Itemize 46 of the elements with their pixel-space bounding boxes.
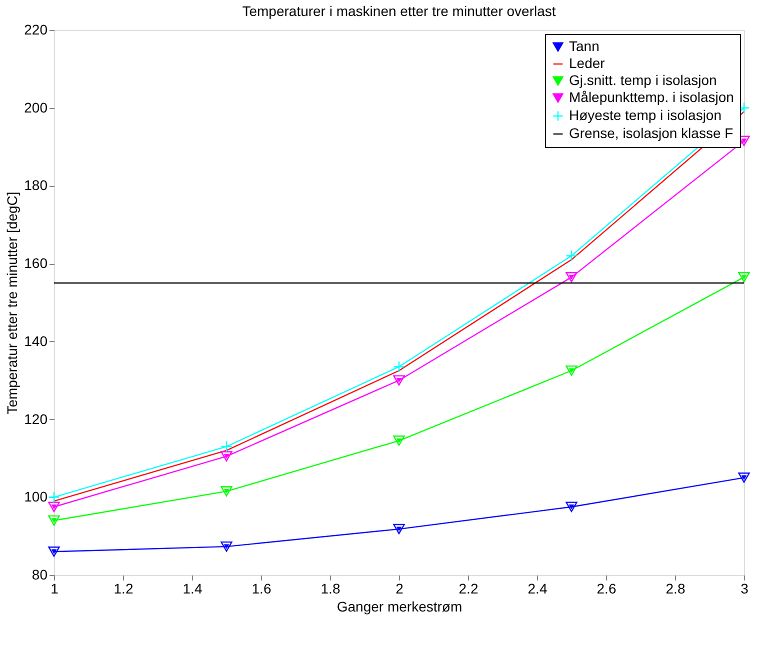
point (220, 486, 232, 496)
y-tick-label: 200 (24, 99, 48, 116)
legend-label: Gj.snitt. temp i isolasjon (569, 72, 717, 88)
point (393, 360, 405, 373)
x-tick-label: 2.4 (528, 580, 548, 596)
point (738, 272, 750, 282)
x-tick-label: 2.6 (596, 580, 616, 596)
legend-label: Høyeste temp i isolasjon (569, 107, 722, 123)
y-tick-label: 140 (24, 332, 48, 349)
x-tick-label: 2.2 (458, 580, 478, 596)
point (566, 272, 578, 282)
legend-label: Leder (569, 55, 606, 71)
y-axis-title: Temperatur etter tre minutter [degC] (4, 192, 20, 414)
y-tick-label: 220 (24, 22, 48, 38)
point (220, 541, 232, 552)
point (393, 375, 405, 386)
point (738, 472, 750, 483)
x-axis-title: Ganger merkestrøm (336, 598, 462, 614)
y-tick-label: 120 (24, 410, 48, 427)
x-tick-label: 2.8 (666, 580, 686, 596)
y-tick-label: 160 (24, 255, 48, 272)
legend-label: Grense, isolasjon klasse F (569, 125, 734, 141)
x-tick-label: 1.6 (252, 580, 272, 596)
x-tick-label: 1.2 (114, 580, 134, 596)
x-tick-label: 3 (740, 580, 749, 596)
chart-title: Temperaturer i maskinen etter tre minutter overlast (242, 3, 556, 19)
x-tick-label: 1.8 (320, 580, 340, 596)
point (48, 515, 60, 526)
legend-label: Tann (569, 38, 600, 54)
point (48, 491, 60, 503)
point (566, 502, 578, 512)
point (220, 440, 232, 452)
y-tick-label: 80 (32, 566, 48, 582)
x-tick-label: 1.4 (182, 580, 202, 596)
y-tick-label: 100 (24, 488, 48, 505)
point (566, 250, 578, 262)
legend-label: Målepunkttemp. i isolasjon (569, 89, 734, 105)
point (566, 365, 578, 376)
x-tick-label: 2 (396, 580, 404, 596)
point (220, 451, 232, 462)
x-tick-label: 1 (50, 580, 59, 596)
point (48, 502, 60, 512)
point (393, 524, 405, 534)
point (48, 546, 60, 557)
point (393, 436, 405, 446)
y-tick-label: 180 (24, 177, 48, 194)
